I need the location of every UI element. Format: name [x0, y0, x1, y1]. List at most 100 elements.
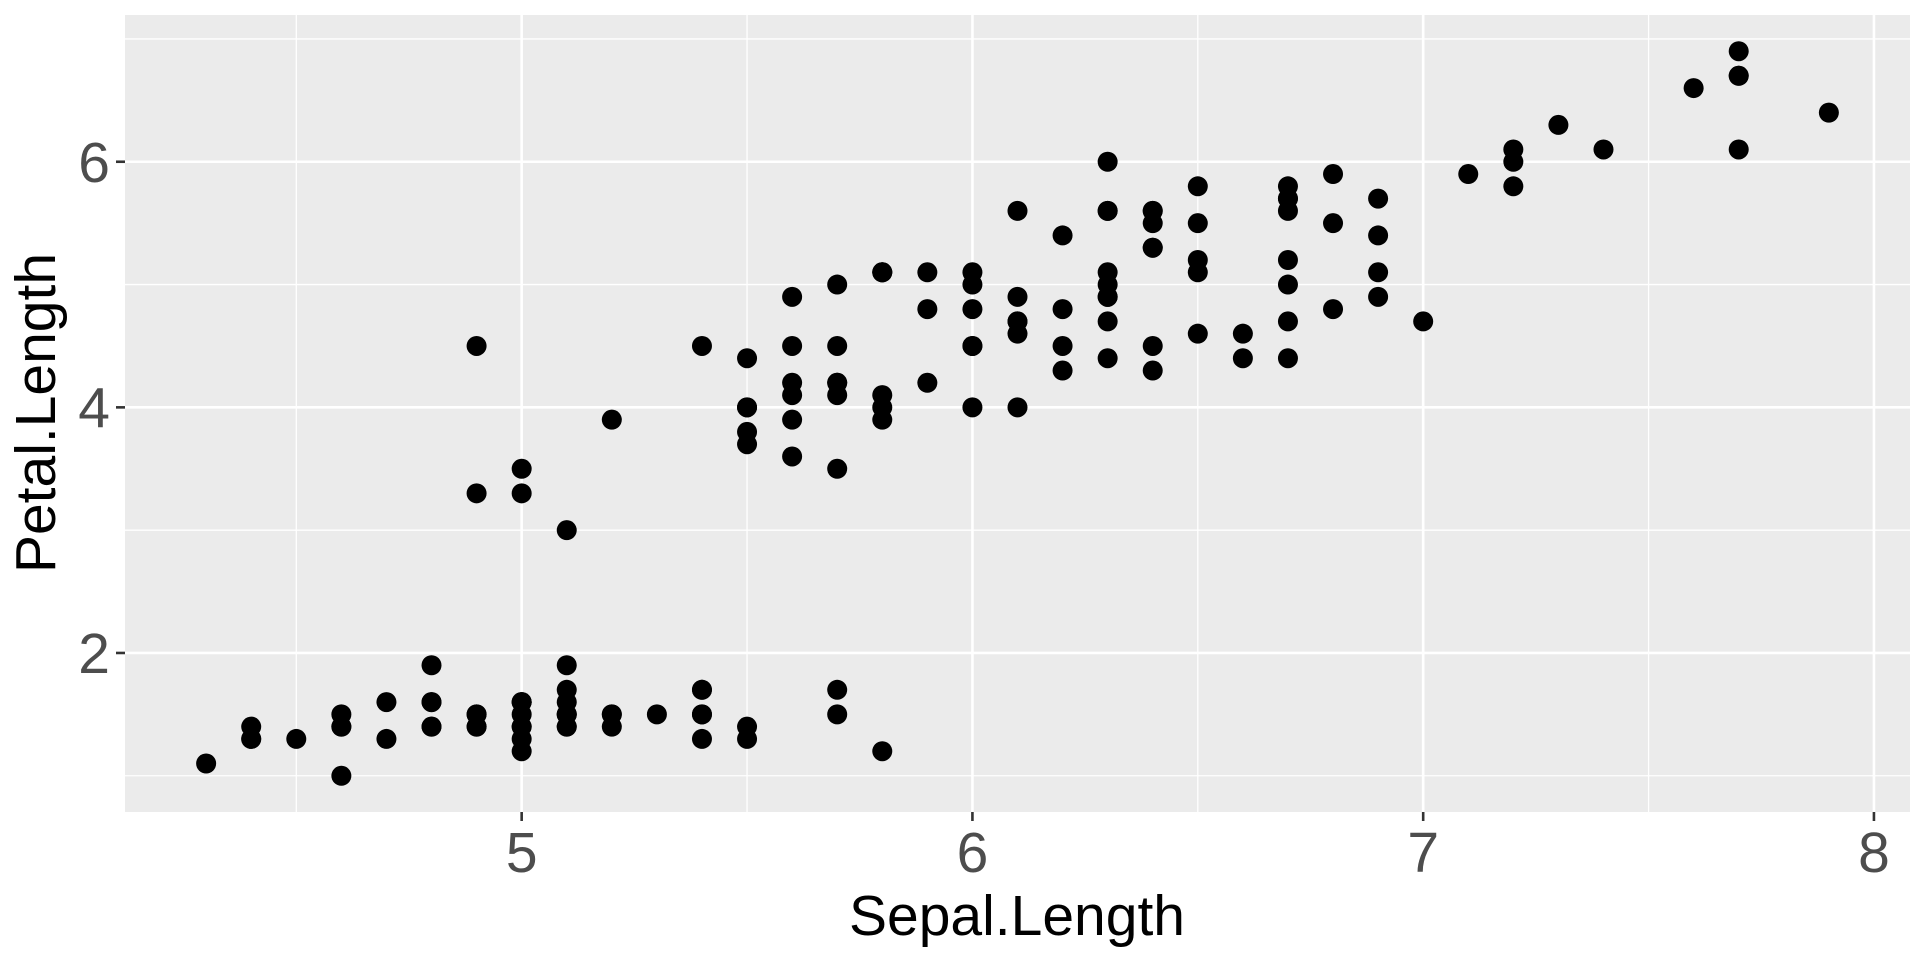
- data-point: [421, 655, 442, 676]
- y-axis-ticks: 2 4 6: [78, 131, 125, 686]
- data-points: [196, 41, 1839, 786]
- data-point: [827, 704, 848, 725]
- data-point: [1007, 286, 1028, 307]
- data-point: [376, 728, 397, 749]
- data-point: [782, 372, 803, 393]
- data-point: [1683, 78, 1704, 99]
- data-point: [1728, 65, 1749, 86]
- data-point: [646, 704, 667, 725]
- data-point: [1187, 323, 1208, 344]
- data-point: [1323, 213, 1344, 234]
- data-point: [601, 409, 622, 430]
- data-point: [827, 385, 848, 406]
- data-point: [556, 655, 577, 676]
- data-point: [1413, 311, 1434, 332]
- data-point: [827, 679, 848, 700]
- data-point: [1323, 164, 1344, 185]
- data-point: [691, 728, 712, 749]
- data-point: [1007, 323, 1028, 344]
- data-point: [511, 458, 532, 479]
- data-point: [376, 692, 397, 713]
- data-point: [466, 716, 487, 737]
- data-point: [1097, 348, 1118, 369]
- data-point: [601, 704, 622, 725]
- data-point: [737, 397, 758, 418]
- data-point: [1052, 360, 1073, 381]
- data-point: [1368, 225, 1389, 246]
- data-point: [1052, 225, 1073, 246]
- data-point: [917, 372, 938, 393]
- data-point: [827, 274, 848, 295]
- data-point: [241, 728, 262, 749]
- x-tick-label: 5: [506, 821, 538, 885]
- y-tick-label: 2: [78, 622, 110, 686]
- data-point: [511, 692, 532, 713]
- data-point: [1277, 188, 1298, 209]
- data-point: [1277, 311, 1298, 332]
- data-point: [1368, 188, 1389, 209]
- data-point: [782, 446, 803, 467]
- data-point: [1097, 200, 1118, 221]
- data-point: [782, 409, 803, 430]
- data-point: [827, 458, 848, 479]
- x-axis-ticks: 5 6 7 8: [506, 812, 1890, 885]
- data-point: [1818, 102, 1839, 123]
- data-point: [1728, 139, 1749, 160]
- data-point: [1232, 348, 1253, 369]
- data-point: [1503, 151, 1524, 172]
- data-point: [1323, 299, 1344, 320]
- data-point: [1277, 249, 1298, 270]
- data-point: [1368, 286, 1389, 307]
- data-point: [1142, 360, 1163, 381]
- data-point: [872, 741, 893, 762]
- data-point: [331, 716, 352, 737]
- data-point: [1052, 335, 1073, 356]
- y-axis-title: Petal.Length: [4, 253, 68, 573]
- data-point: [1007, 397, 1028, 418]
- data-point: [962, 274, 983, 295]
- data-point: [691, 679, 712, 700]
- data-point: [962, 299, 983, 320]
- data-point: [1142, 213, 1163, 234]
- data-point: [1097, 274, 1118, 295]
- data-point: [1097, 151, 1118, 172]
- data-point: [737, 348, 758, 369]
- data-point: [1368, 262, 1389, 283]
- data-point: [1593, 139, 1614, 160]
- data-point: [1052, 299, 1073, 320]
- data-point: [286, 728, 307, 749]
- data-point: [917, 299, 938, 320]
- data-point: [962, 397, 983, 418]
- data-point: [782, 286, 803, 307]
- data-point: [511, 716, 532, 737]
- y-tick-label: 6: [78, 131, 110, 195]
- data-point: [421, 692, 442, 713]
- data-point: [511, 483, 532, 504]
- data-point: [1187, 213, 1208, 234]
- data-point: [1232, 323, 1253, 344]
- x-axis-title: Sepal.Length: [849, 884, 1185, 948]
- data-point: [691, 335, 712, 356]
- data-point: [1503, 176, 1524, 197]
- data-point: [466, 335, 487, 356]
- data-point: [421, 716, 442, 737]
- data-point: [782, 335, 803, 356]
- data-point: [872, 397, 893, 418]
- data-point: [1007, 200, 1028, 221]
- data-point: [1458, 164, 1479, 185]
- data-point: [1277, 348, 1298, 369]
- data-point: [1728, 41, 1749, 62]
- x-tick-label: 6: [957, 821, 989, 885]
- data-point: [1097, 311, 1118, 332]
- data-point: [1277, 274, 1298, 295]
- x-tick-label: 8: [1858, 821, 1890, 885]
- data-point: [556, 692, 577, 713]
- data-point: [1142, 237, 1163, 258]
- data-point: [962, 335, 983, 356]
- data-point: [737, 434, 758, 455]
- data-point: [556, 520, 577, 541]
- data-point: [737, 728, 758, 749]
- data-point: [1187, 176, 1208, 197]
- data-point: [1548, 114, 1569, 135]
- data-point: [1142, 335, 1163, 356]
